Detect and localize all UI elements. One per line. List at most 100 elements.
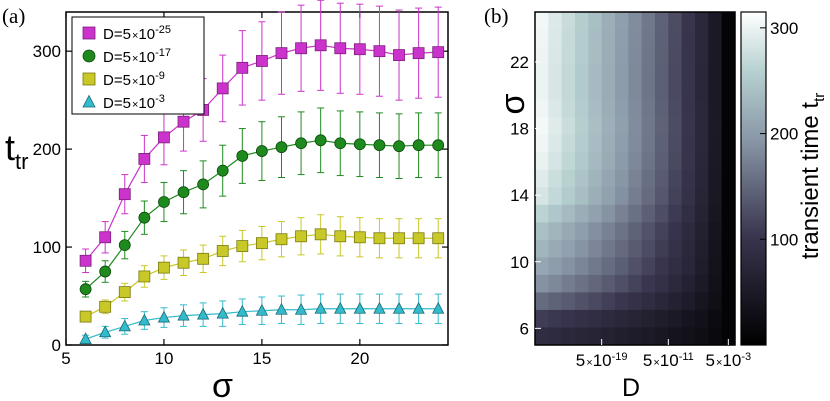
data-point	[177, 115, 190, 128]
legend-item: D=5×10-9	[82, 70, 165, 89]
data-point	[314, 39, 327, 52]
heatmap-cell	[575, 12, 589, 30]
heatmap-cell	[721, 222, 736, 241]
legend-label-exponent: -17	[155, 47, 171, 59]
heatmap-cell	[601, 169, 616, 188]
data-point	[158, 261, 170, 274]
heatmap-cell	[668, 257, 683, 276]
heatmap-cell	[548, 292, 563, 311]
data-point	[216, 82, 229, 95]
heatmap-cell	[575, 64, 589, 83]
heatmap-cell	[708, 99, 723, 118]
heatmap-cell	[655, 239, 669, 258]
heatmap-cell	[641, 47, 656, 65]
data-point	[79, 283, 92, 296]
x-tick-label-times: ×	[586, 357, 592, 369]
heatmap-cell	[561, 292, 576, 311]
colorbar-tick-label: 100	[770, 230, 798, 249]
heatmap-cell	[548, 239, 563, 258]
panel-label-a: (a)	[2, 4, 25, 28]
heatmap-cell	[641, 12, 656, 30]
heatmap-cell	[548, 82, 563, 101]
data-point	[275, 47, 288, 60]
x-tick-label-exponent: -3	[741, 351, 751, 363]
heatmap-cell	[535, 47, 549, 65]
data-point	[118, 319, 131, 332]
heatmap-cell	[655, 117, 669, 136]
heatmap-cell	[561, 169, 576, 188]
heatmap-cell	[561, 274, 576, 293]
legend-label-times: ×	[132, 53, 138, 65]
y-tick-label: 14	[510, 186, 529, 205]
y-axis-label-main: t	[5, 127, 15, 168]
heatmap-cell	[561, 99, 576, 118]
heatmap-cell	[721, 64, 736, 83]
heatmap-cell	[708, 117, 723, 136]
x-tick-label-exponent: -11	[679, 351, 694, 363]
data-point	[412, 47, 425, 60]
heatmap-cell	[628, 292, 643, 311]
data-point	[82, 49, 96, 63]
heatmap-cell	[548, 64, 563, 83]
heatmap-cell	[615, 257, 629, 276]
x-tick-label-base: 5	[643, 351, 652, 370]
y-tick-label: 10	[510, 253, 529, 272]
heatmap-cell	[681, 187, 696, 206]
heatmap-cell	[695, 292, 709, 311]
heatmap-cell	[641, 204, 656, 223]
heatmap-cell	[588, 187, 603, 206]
legend-label-times: ×	[132, 99, 138, 111]
x-tick-label-ten: 10	[660, 351, 679, 370]
data-point	[197, 252, 210, 265]
heatmap-cell	[535, 274, 549, 293]
heatmap-cell	[601, 29, 616, 48]
heatmap-cell	[721, 327, 736, 346]
heatmap-cell	[641, 29, 656, 48]
heatmap-cell	[655, 29, 669, 48]
data-point	[294, 302, 308, 315]
data-point	[314, 228, 327, 241]
heatmap-cell	[708, 204, 723, 223]
y-tick-label: 22	[510, 53, 529, 72]
heatmap-cell	[601, 274, 616, 293]
legend-label-ten: 10	[138, 95, 155, 112]
heatmap-cell	[588, 292, 603, 311]
heatmap-cell	[708, 12, 723, 30]
legend-label-exponent: -25	[155, 24, 171, 36]
data-point	[177, 256, 190, 269]
heatmap-cell	[615, 274, 629, 293]
heatmap-cell	[628, 257, 643, 276]
heatmap-cell	[721, 274, 736, 293]
heatmap-cell	[548, 204, 563, 223]
x-tick-label-base: 5	[706, 351, 715, 370]
heatmap-cell	[548, 187, 563, 206]
x-tick-label: 5	[61, 349, 70, 368]
heatmap-cell	[681, 82, 696, 101]
heatmap-cell	[588, 222, 603, 241]
data-point	[177, 186, 190, 199]
heatmap-cell	[708, 274, 723, 293]
heatmap-cell	[681, 134, 696, 153]
legend-label: D=5×10-9	[103, 70, 165, 89]
heatmap-cell	[535, 187, 549, 206]
heatmap-cell	[655, 204, 669, 223]
x-tick-label-times: ×	[716, 357, 722, 369]
data-point	[138, 153, 151, 165]
heatmap-cell	[575, 99, 589, 118]
heatmap-cell	[601, 47, 616, 65]
heatmap-cell	[601, 257, 616, 276]
data-point	[79, 254, 92, 267]
heatmap-cell	[721, 134, 736, 153]
heatmap-cell	[721, 309, 736, 328]
heatmap-cell	[708, 64, 723, 83]
heatmap-cell	[721, 152, 736, 171]
heatmap-cell	[681, 169, 696, 188]
heatmap-cell	[695, 99, 709, 118]
x-tick-label-exponent: -19	[612, 351, 628, 363]
data-point	[353, 43, 366, 56]
heatmap-cell	[601, 239, 616, 258]
